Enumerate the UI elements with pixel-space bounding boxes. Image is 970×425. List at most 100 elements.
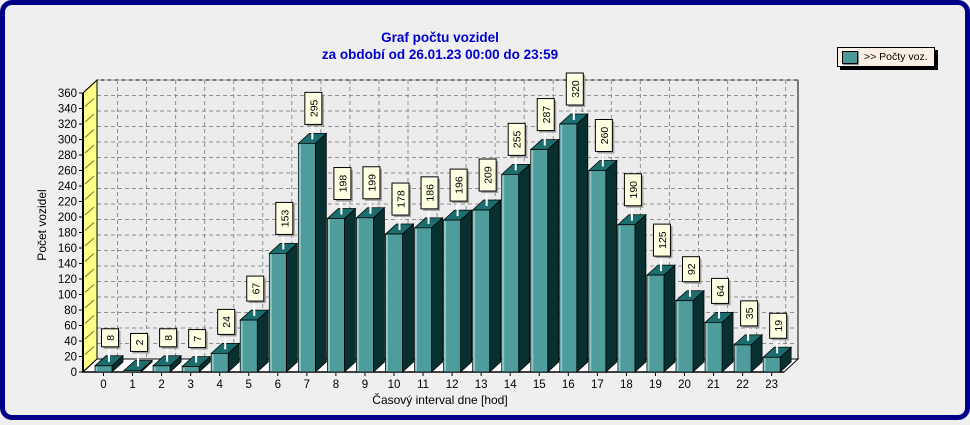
y-hatch (84, 175, 95, 185)
bar-side (692, 289, 705, 373)
value-label: 7 (192, 335, 204, 341)
y-tick-label: 300 (58, 135, 77, 147)
legend[interactable]: >> Počty voz. (837, 47, 935, 67)
x-tick-label: 5 (246, 379, 252, 391)
x-tick-label: 16 (562, 379, 575, 391)
bar-side (460, 209, 472, 373)
chart-subtitle: za období od 26.01.23 00:00 do 23:59 (321, 47, 559, 62)
value-label-box (565, 72, 584, 106)
value-label: 2 (134, 339, 146, 345)
value-label-box (682, 256, 700, 283)
y-hatch (84, 160, 95, 169)
bar-hour-7 (297, 143, 316, 373)
value-label-box (449, 168, 468, 202)
y-hatch (84, 144, 95, 154)
x-tick-label: 1 (129, 379, 135, 391)
value-label-box (159, 328, 178, 348)
x-tick-label: 9 (362, 379, 368, 391)
legend-series-label: >> Počty voz. (864, 51, 928, 63)
value-label-box (536, 98, 555, 132)
y-hatch (84, 330, 95, 340)
bar-hour-15 (530, 149, 549, 373)
value-label-box (101, 328, 119, 348)
y-hatch (84, 206, 95, 216)
y-tick-label: 220 (58, 197, 77, 209)
value-label: 260 (599, 127, 611, 145)
x-tick-label: 12 (446, 379, 459, 391)
y-tick-label: 100 (58, 290, 77, 302)
y-tick-label: 40 (64, 336, 77, 348)
bar-side (431, 217, 443, 373)
bar-side (373, 206, 385, 373)
y-tick-label: 240 (58, 181, 77, 193)
bar-hour-8 (327, 218, 345, 373)
value-label-box (623, 173, 642, 207)
value-label-box (711, 277, 730, 304)
y-hatch (84, 346, 95, 355)
bar-hour-1 (123, 370, 142, 373)
x-tick-label: 20 (678, 379, 691, 391)
bar-hour-6 (268, 253, 287, 373)
x-tick-label: 19 (649, 379, 662, 391)
value-label-box (217, 308, 236, 335)
value-label-box (391, 182, 410, 216)
bar-side (489, 199, 502, 373)
y-hatch (84, 284, 95, 293)
value-label-box (362, 166, 381, 200)
y-tick-label: 0 (71, 367, 77, 379)
bar-side (634, 213, 647, 373)
x-tick-label: 14 (504, 379, 517, 391)
bar-side (285, 242, 298, 373)
bar-side (518, 163, 531, 373)
y-tick-label: 280 (58, 150, 77, 162)
value-label: 196 (454, 176, 466, 194)
chart-title: Graf počtu vozidel (381, 30, 499, 45)
bar-side (605, 159, 618, 373)
bar-side (402, 223, 414, 373)
bar-side (344, 207, 356, 373)
value-label: 320 (570, 80, 582, 98)
x-tick-label: 4 (216, 379, 223, 391)
x-tick-label: 18 (620, 379, 633, 391)
bar-hour-2 (152, 365, 171, 373)
x-tick-label: 13 (475, 379, 488, 391)
value-label: 209 (483, 166, 495, 184)
y-tick-label: 360 (58, 88, 77, 100)
y-hatch (84, 98, 95, 107)
x-tick-label: 3 (187, 379, 193, 391)
bar-side (314, 132, 327, 373)
x-tick-label: 23 (765, 379, 778, 391)
bar-side (663, 264, 676, 373)
bar-hour-9 (356, 217, 374, 373)
x-tick-label: 0 (100, 379, 106, 391)
value-label-box (769, 312, 788, 339)
bar-hour-3 (181, 366, 200, 373)
value-label: 92 (686, 263, 698, 275)
bar-hour-14 (501, 174, 520, 373)
y-hatch (84, 113, 95, 123)
bar-hour-17 (588, 170, 607, 373)
y-axis-title: Počet vozidel (35, 189, 49, 260)
bar-hour-12 (443, 219, 461, 373)
value-label-box (304, 91, 323, 125)
value-label: 190 (628, 181, 640, 199)
value-label: 153 (279, 210, 291, 228)
bar-hour-0 (94, 365, 113, 373)
value-label: 178 (396, 190, 408, 208)
value-label: 24 (221, 316, 233, 328)
bar-chart: 0204060801001201401601802002202402602803… (35, 72, 800, 407)
y-tick-label: 140 (58, 259, 77, 271)
y-tick-label: 320 (58, 119, 77, 131)
bar-hour-4 (210, 353, 229, 373)
bar-hour-19 (646, 274, 665, 373)
value-label: 287 (541, 106, 553, 124)
bar-hour-10 (385, 233, 403, 373)
value-label: 199 (366, 174, 378, 192)
value-label: 198 (337, 175, 349, 193)
y-hatch (84, 82, 95, 92)
y-hatch (84, 191, 95, 200)
bar-hour-16 (559, 123, 578, 373)
x-tick-label: 6 (275, 379, 281, 391)
bar-hour-5 (239, 319, 258, 373)
